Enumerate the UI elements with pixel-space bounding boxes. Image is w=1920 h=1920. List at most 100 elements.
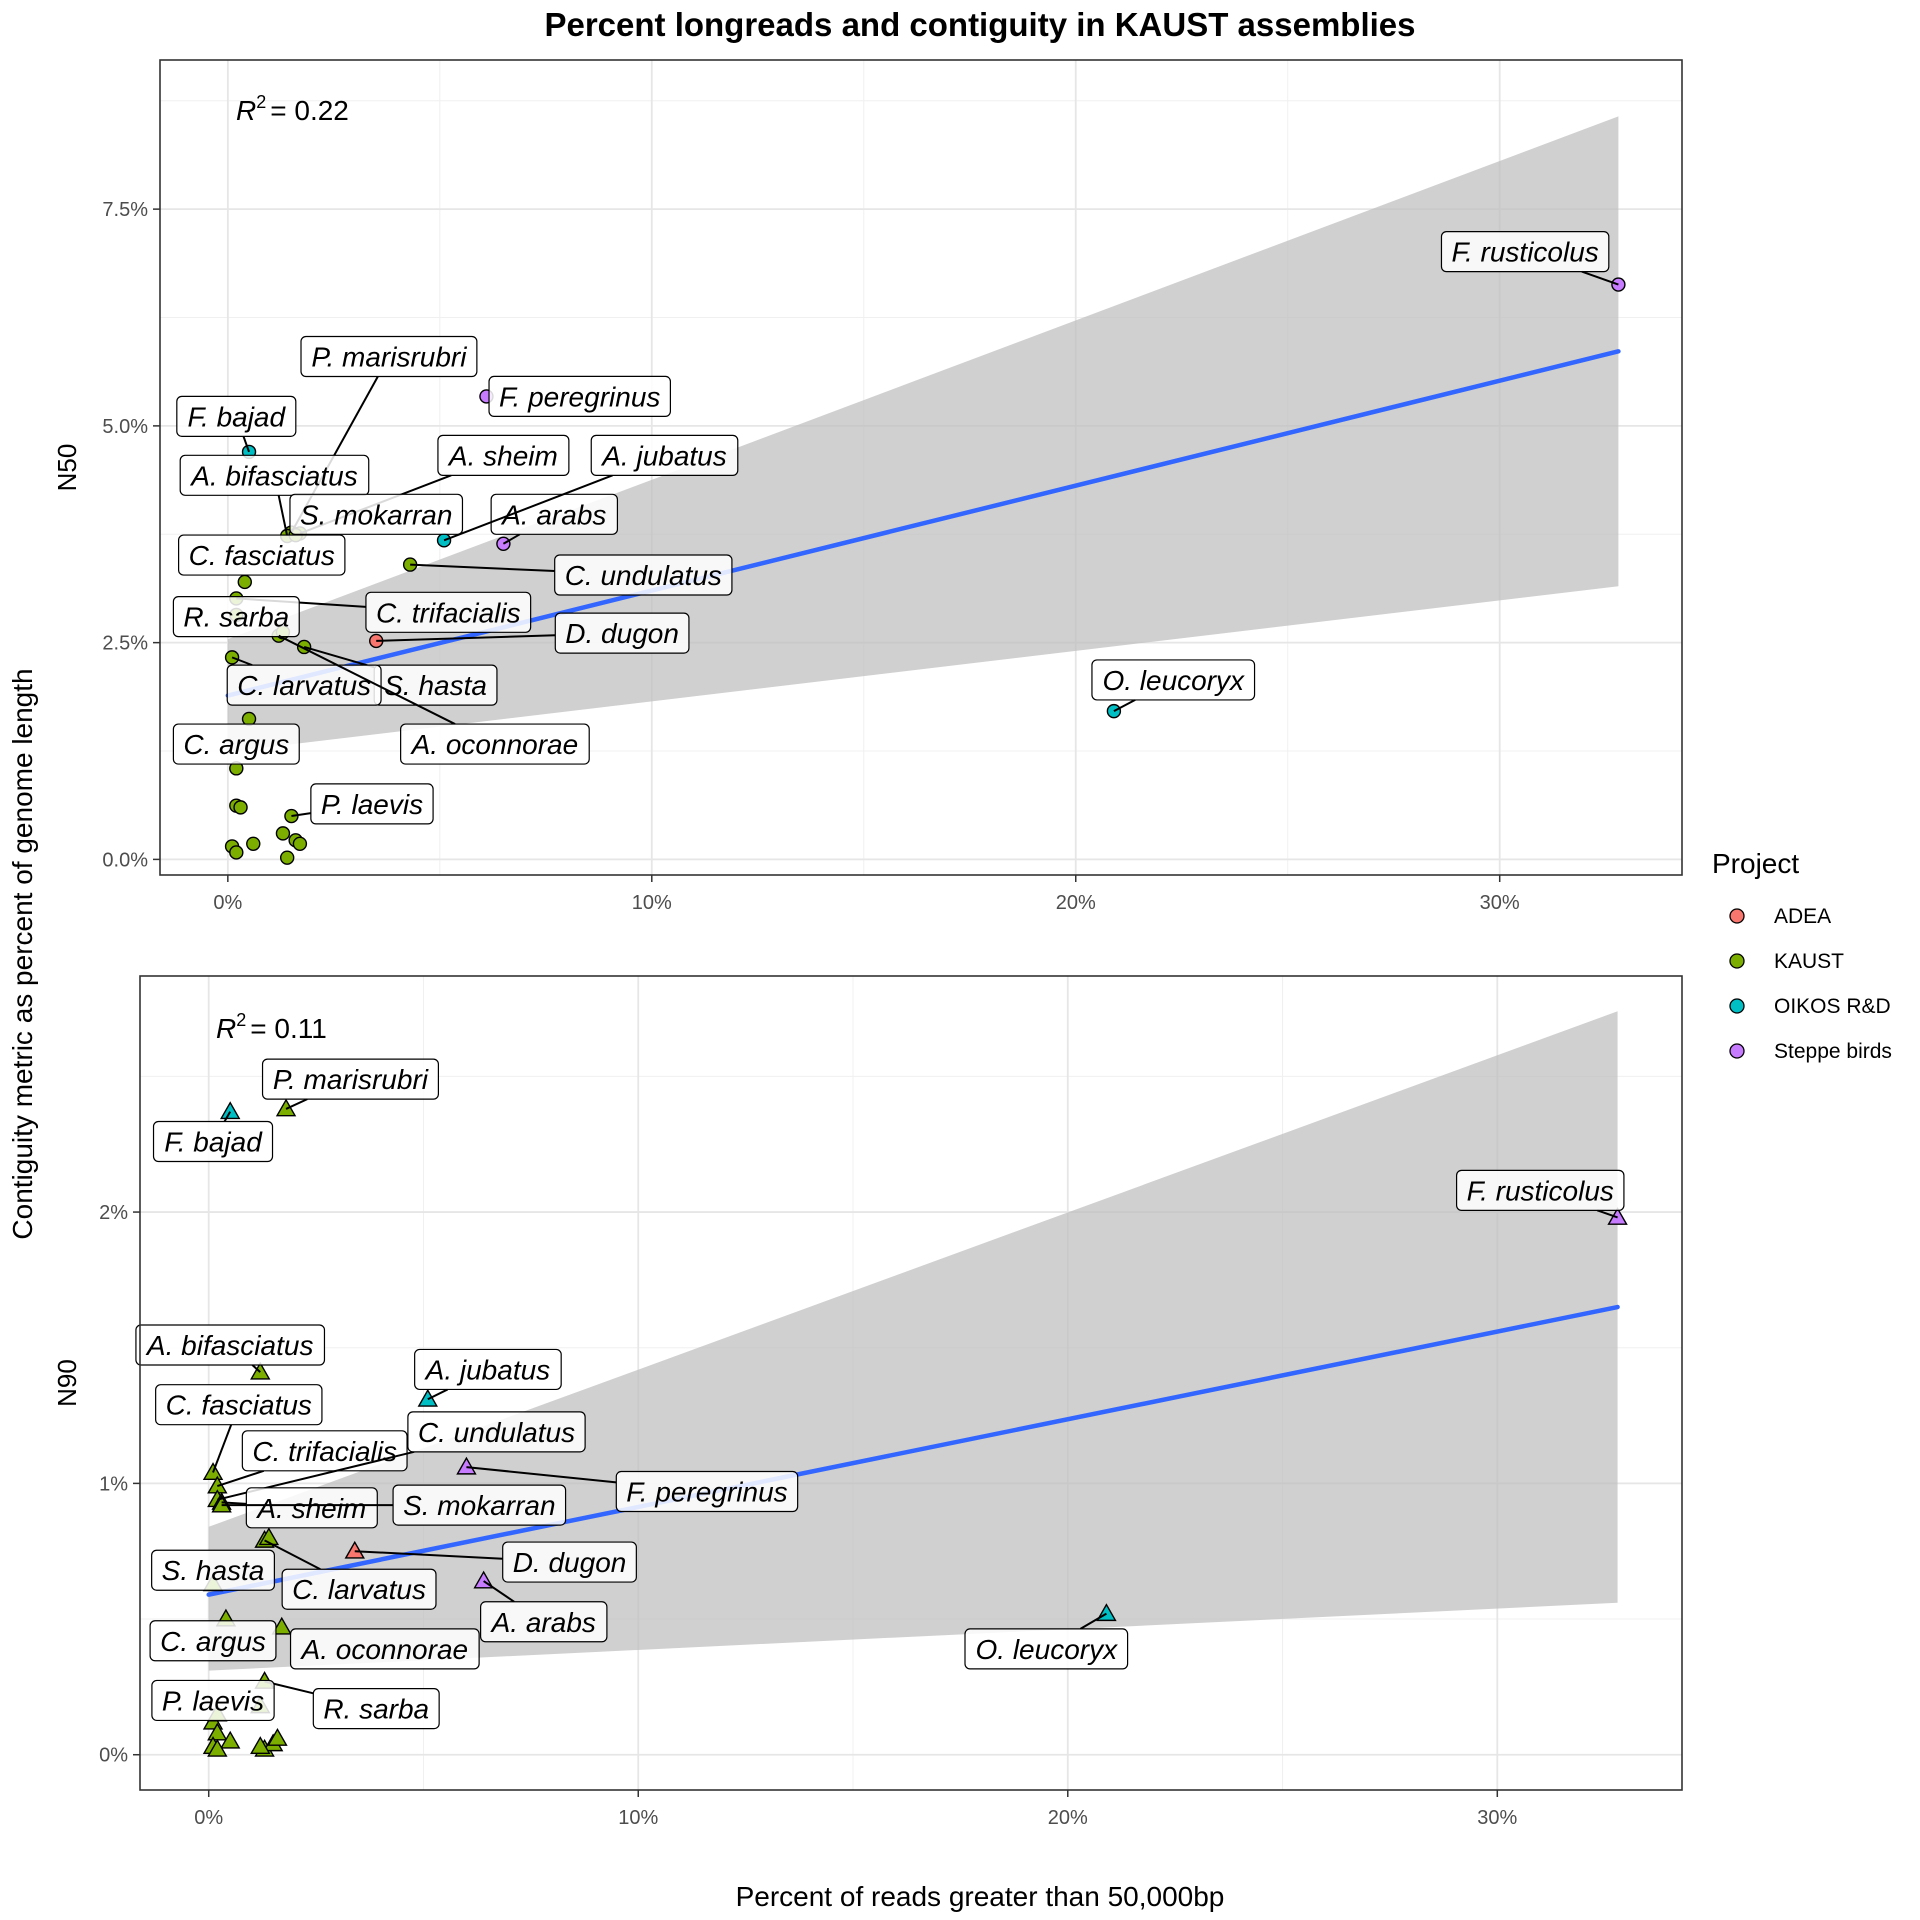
- n50-label-r-sarba: R. sarba: [172, 596, 300, 638]
- label-box: [172, 596, 300, 638]
- n90-label-f-peregrinus: F. peregrinus: [466, 1466, 799, 1513]
- n50-label-d-dugon: D. dugon: [376, 612, 690, 654]
- label-leader-line: [212, 1424, 233, 1473]
- species-label-text: C. argus: [183, 729, 289, 760]
- label-leader-line: [285, 1098, 308, 1110]
- label-box: [1091, 659, 1256, 701]
- label-leader-line: [483, 1580, 515, 1603]
- n90-point-a-oconnorae: [271, 1616, 292, 1635]
- label-box: [151, 1549, 275, 1591]
- y-axis-title: Contiguity metric as percent of genome l…: [7, 668, 38, 1239]
- species-label-text: D. dugon: [565, 618, 679, 649]
- species-label-text: A. arabs: [490, 1607, 596, 1638]
- n90-point: [267, 1728, 288, 1746]
- label-leader-line: [1113, 699, 1136, 713]
- legend: Project ADEA KAUST OIKOS R&D Steppe birds: [1712, 848, 1892, 1063]
- species-label-text: A. sheim: [447, 440, 558, 471]
- label-box: [414, 1348, 562, 1391]
- label-leader-line: [1079, 1612, 1107, 1630]
- species-label-text: S. hasta: [384, 670, 487, 701]
- species-label-text: A. oconnorae: [300, 1634, 469, 1665]
- n90-x-tick-label: 20%: [1048, 1807, 1088, 1829]
- species-label-text: C. undulatus: [418, 1417, 575, 1448]
- n50-label-a-sheim: A. sheim: [299, 434, 570, 535]
- n90-label-a-sheim: A. sheim: [221, 1487, 378, 1529]
- species-label-text: F. bajad: [164, 1127, 263, 1158]
- n50-x-tick-label: 20%: [1056, 892, 1096, 914]
- label-box: [615, 1470, 799, 1513]
- n50-point: [229, 845, 244, 860]
- n50-x-tick-label: 10%: [632, 892, 672, 914]
- n50-label-s-hasta: S. hasta: [303, 646, 498, 706]
- n90-point: [250, 1736, 271, 1755]
- n90-label-s-hasta: S. hasta: [151, 1549, 275, 1591]
- n50-r-squared: R2 = 0.22: [236, 92, 349, 126]
- n90-label-c-argus: C. argus: [149, 1620, 277, 1662]
- species-label-text: S. hasta: [162, 1555, 265, 1586]
- legend-swatch: [1729, 998, 1745, 1014]
- n50-point: [246, 836, 261, 851]
- species-label-text: P. laevis: [321, 789, 423, 820]
- n50-label-c-larvatus: C. larvatus: [226, 656, 382, 706]
- r-symbol: R: [216, 1013, 236, 1044]
- label-leader-line: [231, 656, 253, 667]
- label-box: [155, 1384, 323, 1426]
- n50-label-f-bajad: F. bajad: [176, 395, 297, 453]
- species-label-text: C. fasciatus: [189, 540, 335, 571]
- label-box: [964, 1628, 1129, 1670]
- n90-label-d-dugon: D. dugon: [354, 1541, 637, 1583]
- n90-y-tick-label: 2%: [99, 1202, 128, 1224]
- n90-point-s-mokarran: [211, 1494, 232, 1513]
- species-label-text: F. peregrinus: [499, 381, 660, 412]
- n90-label-f-rusticolus: F. rusticolus: [1455, 1169, 1625, 1219]
- species-label-text: C. undulatus: [565, 560, 722, 591]
- legend-label: KAUST: [1774, 950, 1844, 973]
- n50-label-f-rusticolus: F. rusticolus: [1440, 231, 1619, 286]
- species-label-text: F. rusticolus: [1467, 1175, 1614, 1206]
- n90-point: [258, 1527, 280, 1546]
- legend-label: ADEA: [1774, 905, 1831, 928]
- n90-point-p-marisrubri: [275, 1098, 297, 1117]
- n90-trend-line: [206, 1304, 1620, 1597]
- n90-point-a-jubatus: [417, 1388, 438, 1407]
- n90-label-r-sarba: R. sarba: [264, 1680, 440, 1730]
- label-leader-line: [242, 436, 250, 453]
- n90-x-tick-label: 0%: [194, 1807, 223, 1829]
- label-box: [289, 1628, 480, 1670]
- label-leader-line: [1596, 1209, 1618, 1219]
- r-superscript: 2: [236, 1010, 246, 1030]
- n90-point-f-bajad: [219, 1101, 241, 1120]
- n90-label-a-oconnorae: A. oconnorae: [289, 1628, 480, 1670]
- n50-label-c-argus: C. argus: [172, 723, 300, 765]
- n50-point: [292, 836, 308, 851]
- label-box: [590, 434, 739, 476]
- legend-item-steppe-birds: Steppe birds: [1729, 1040, 1892, 1063]
- species-label-text: O. leucoryx: [1102, 665, 1245, 696]
- species-label-text: O. leucoryx: [975, 1634, 1118, 1665]
- label-leader-line: [277, 495, 289, 537]
- species-label-text: P. marisrubri: [273, 1064, 429, 1095]
- n50-label-a-oconnorae: A. oconnorae: [278, 634, 590, 765]
- label-leader-line: [427, 1388, 449, 1401]
- n50-y-tick-label: 2.5%: [102, 633, 148, 655]
- n90-species-labels: F. rusticolus F. peregrinus A. arabs A. jub…: [135, 1058, 1625, 1730]
- label-box: [488, 375, 671, 418]
- species-label-text: A. jubatus: [424, 1354, 551, 1385]
- species-label-text: A. jubatus: [600, 440, 727, 471]
- label-box: [281, 1568, 437, 1610]
- n90-panel-border: [139, 975, 1683, 1791]
- label-leader-line: [502, 533, 521, 545]
- species-label-text: F. rusticolus: [1451, 237, 1598, 268]
- species-label-text: A. arabs: [500, 499, 606, 530]
- species-label-text: S. mokarran: [300, 499, 453, 530]
- n50-species-labels: F. rusticolus F. peregrinus A. arabs A. jub…: [172, 231, 1619, 825]
- n90-y-tick-label: 0%: [99, 1745, 128, 1767]
- label-box: [151, 1679, 275, 1722]
- n50-label-c-fasciatus: C. fasciatus: [178, 534, 346, 576]
- n90-label-s-mokarran: S. mokarran: [221, 1484, 567, 1526]
- label-box: [310, 783, 434, 825]
- n50-label-a-jubatus: A. jubatus: [443, 434, 739, 542]
- label-box: [312, 1687, 440, 1730]
- n50-panel-title: N50: [52, 444, 82, 492]
